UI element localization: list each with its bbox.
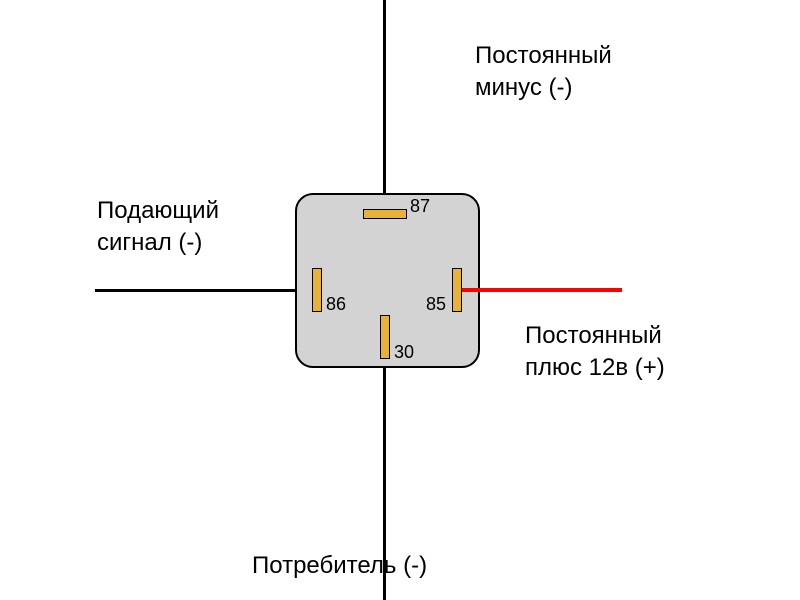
- label-bottom-line1: Потребитель (-): [252, 550, 427, 582]
- label-right: Постоянный плюс 12в (+): [525, 320, 665, 385]
- label-bottom: Потребитель (-): [252, 550, 427, 582]
- terminal-30: [380, 315, 390, 359]
- terminal-85-label: 85: [426, 294, 446, 315]
- label-right-line2: плюс 12в (+): [525, 352, 665, 384]
- terminal-30-label: 30: [394, 342, 414, 363]
- label-left-line1: Подающий: [97, 195, 219, 227]
- label-left: Подающий сигнал (-): [97, 195, 219, 260]
- label-top: Постоянный минус (-): [475, 40, 612, 105]
- terminal-86: [312, 268, 322, 312]
- label-top-line2: минус (-): [475, 72, 612, 104]
- terminal-86-label: 86: [326, 294, 346, 315]
- label-right-line1: Постоянный: [525, 320, 665, 352]
- terminal-87: [363, 209, 407, 219]
- wire-left: [95, 289, 312, 292]
- label-top-line1: Постоянный: [475, 40, 612, 72]
- terminal-87-label: 87: [410, 196, 430, 217]
- wire-right: [462, 288, 622, 292]
- wire-top: [383, 0, 386, 210]
- label-left-line2: сигнал (-): [97, 227, 219, 259]
- terminal-85: [452, 268, 462, 312]
- diagram-canvas: 87 86 85 30 Постоянный минус (-) Подающи…: [0, 0, 800, 600]
